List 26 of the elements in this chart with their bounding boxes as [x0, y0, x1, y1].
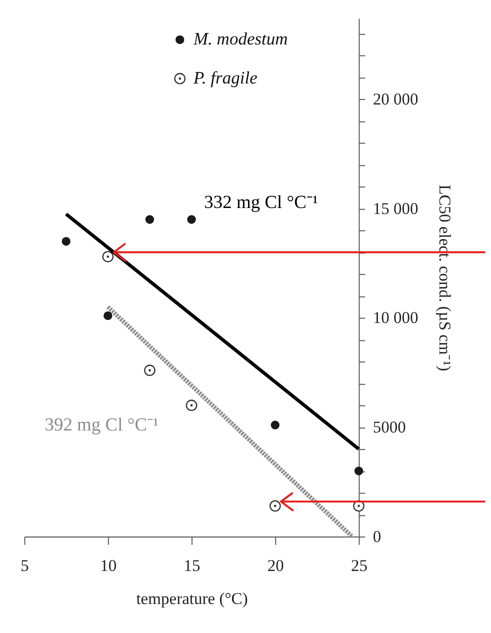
point [62, 237, 70, 246]
point [354, 466, 364, 476]
point [187, 215, 196, 224]
y-tick-label: 15 000 [372, 198, 418, 218]
legend-label: M. modestum [192, 28, 288, 49]
x-tick-label: 10 [100, 556, 117, 576]
x-tick-label: 5 [20, 556, 29, 576]
point [144, 364, 156, 376]
text: 332 mg Cl °C⁻¹ [204, 192, 318, 212]
point [145, 215, 154, 224]
point [104, 311, 112, 320]
y-tick-label: 10 000 [372, 308, 418, 328]
legend-label: P. fragile [192, 67, 258, 88]
x-axis-title: temperature (°C) [136, 589, 248, 608]
point [102, 250, 114, 262]
point [270, 420, 280, 430]
x-tick-label: 25 [351, 556, 368, 576]
y-tick-label: 0 [372, 526, 382, 546]
y-tick-label: 20 000 [372, 90, 418, 109]
y-axis-title: LC50 elect. cond. (µS cm⁻¹) [436, 184, 455, 372]
x-tick-label: 15 [184, 556, 200, 576]
text: 392 mg Cl °C⁻¹ [44, 414, 159, 434]
point [186, 400, 198, 412]
x-tick-label: 20 [267, 556, 284, 576]
y-tick-label: 5000 [372, 418, 406, 437]
point [269, 500, 281, 512]
